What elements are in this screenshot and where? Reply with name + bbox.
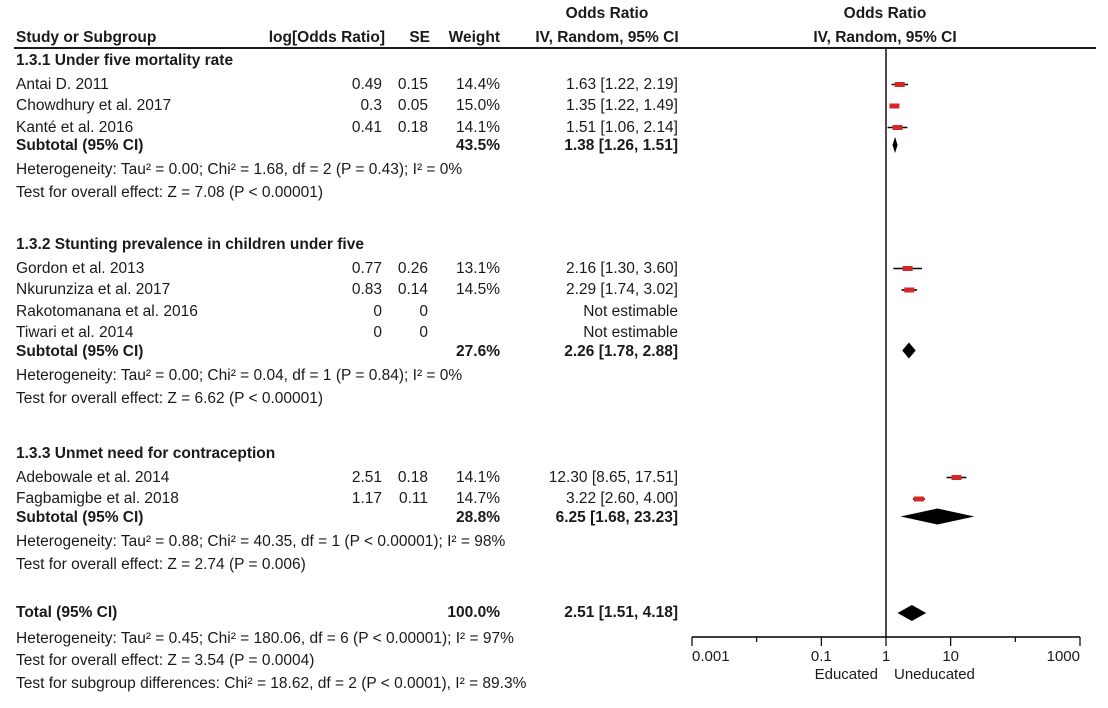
- study-ci: Not estimable: [583, 302, 678, 320]
- plot-header-method: IV, Random, 95% CI: [813, 29, 957, 46]
- header-or-method: IV, Random, 95% CI: [535, 29, 679, 46]
- study-2-1-square: [913, 496, 924, 502]
- study-weight: 14.7%: [456, 490, 500, 507]
- study-weight: 13.1%: [456, 259, 500, 277]
- subtotal-ci: 1.38 [1.26, 1.51]: [564, 137, 678, 154]
- x-tick-label: 0.001: [692, 648, 730, 665]
- study-name: Nkurunziza et al. 2017: [16, 281, 171, 298]
- study-weight: 14.1%: [456, 118, 500, 136]
- x-tick-label: 1000: [1047, 648, 1080, 665]
- study-se: 0: [419, 324, 428, 341]
- study-logor: 1.17: [351, 490, 382, 507]
- study-se: 0.26: [397, 259, 428, 277]
- subtotal-label: Subtotal (95% CI): [16, 137, 144, 154]
- study-se: 0.18: [397, 468, 428, 486]
- study-ci: 2.16 [1.30, 3.60]: [565, 259, 678, 277]
- study-name: Antai D. 2011: [16, 75, 109, 93]
- subtotal-weight: 27.6%: [456, 342, 500, 360]
- study-se: 0.14: [397, 281, 428, 298]
- header-rule: [14, 47, 1096, 49]
- study-logor: 2.51: [351, 468, 382, 486]
- overall-effect-text: Test for overall effect: Z = 7.08 (P < 0…: [16, 184, 324, 201]
- plot-header-title: Odds Ratio: [843, 5, 927, 22]
- subgroup-differences-text: Test for subgroup differences: Chi² = 18…: [16, 675, 527, 692]
- study-se: 0.05: [397, 97, 428, 114]
- study-2-0-square: [951, 475, 962, 480]
- study-logor: 0.3: [360, 97, 382, 114]
- header-se: SE: [409, 29, 430, 46]
- total-ci: 2.51 [1.51, 4.18]: [564, 604, 678, 621]
- header-weight: Weight: [448, 29, 500, 46]
- study-name: Gordon et al. 2013: [16, 259, 145, 277]
- header-study: Study or Subgroup: [16, 29, 157, 46]
- study-logor: 0: [373, 302, 382, 320]
- study-logor: 0: [373, 324, 382, 341]
- x-tick-label: 0.1: [811, 648, 832, 665]
- total-heterogeneity-text: Heterogeneity: Tau² = 0.45; Chi² = 180.0…: [16, 630, 514, 647]
- subtotal-label: Subtotal (95% CI): [16, 508, 144, 526]
- heterogeneity-text: Heterogeneity: Tau² = 0.00; Chi² = 1.68,…: [16, 161, 463, 178]
- overall-effect-text: Test for overall effect: Z = 6.62 (P < 0…: [16, 389, 324, 407]
- subtotal-weight: 28.8%: [456, 508, 500, 526]
- study-logor: 0.77: [351, 259, 382, 277]
- study-se: 0.15: [397, 75, 428, 93]
- study-ci: 12.30 [8.65, 17.51]: [548, 468, 678, 486]
- study-weight: 14.5%: [456, 281, 500, 298]
- study-1-0-square: [902, 266, 913, 271]
- subtotal-ci: 6.25 [1.68, 23.23]: [555, 508, 678, 526]
- study-logor: 0.41: [351, 118, 382, 136]
- study-name: Kanté et al. 2016: [16, 118, 134, 136]
- total-overall-effect-text: Test for overall effect: Z = 3.54 (P = 0…: [16, 652, 315, 669]
- heterogeneity-text: Heterogeneity: Tau² = 0.88; Chi² = 40.35…: [16, 532, 506, 550]
- study-name: Fagbamigbe et al. 2018: [16, 490, 179, 507]
- study-0-0-square: [894, 82, 905, 87]
- study-ci: 3.22 [2.60, 4.00]: [565, 490, 678, 507]
- study-weight: 14.4%: [456, 75, 500, 93]
- study-se: 0.18: [397, 118, 428, 136]
- study-ci: Not estimable: [583, 324, 678, 341]
- total-weight: 100.0%: [447, 604, 500, 621]
- subtotal-weight: 43.5%: [456, 137, 500, 154]
- subtotal-0-diamond: [892, 137, 898, 153]
- study-ci: 1.63 [1.22, 2.19]: [565, 75, 678, 93]
- subtotal-1-diamond: [902, 342, 916, 359]
- study-ci: 1.51 [1.06, 2.14]: [565, 118, 678, 136]
- group-title: 1.3.3 Unmet need for contraception: [16, 445, 276, 462]
- header-logor: log[Odds Ratio]: [268, 29, 385, 46]
- total-label: Total (95% CI): [16, 604, 118, 621]
- study-ci: 1.35 [1.22, 1.49]: [565, 97, 678, 114]
- subtotal-2-diamond: [900, 508, 975, 525]
- study-name: Chowdhury et al. 2017: [16, 97, 172, 114]
- study-1-1-square: [904, 287, 915, 293]
- group-title: 1.3.2 Stunting prevalence in children un…: [16, 236, 364, 253]
- study-name: Rakotomanana et al. 2016: [16, 302, 198, 320]
- study-name: Tiwari et al. 2014: [16, 324, 134, 341]
- favours-left-label: Educated: [815, 666, 878, 683]
- total-diamond: [897, 605, 927, 621]
- favours-right-label: Uneducated: [894, 666, 975, 683]
- overall-effect-text: Test for overall effect: Z = 2.74 (P = 0…: [16, 555, 306, 573]
- study-logor: 0.49: [351, 75, 382, 93]
- subtotal-ci: 2.26 [1.78, 2.88]: [564, 342, 678, 360]
- study-weight: 14.1%: [456, 468, 500, 486]
- study-name: Adebowale et al. 2014: [16, 468, 170, 486]
- study-0-1-square: [889, 103, 900, 109]
- study-ci: 2.29 [1.74, 3.02]: [565, 281, 678, 298]
- study-logor: 0.83: [351, 281, 382, 298]
- group-title: 1.3.1 Under five mortality rate: [16, 52, 234, 69]
- subtotal-label: Subtotal (95% CI): [16, 342, 144, 360]
- x-tick-label: 1: [882, 648, 890, 665]
- study-se: 0.11: [398, 490, 428, 507]
- study-weight: 15.0%: [456, 97, 500, 114]
- study-se: 0: [419, 302, 428, 320]
- header-or-title: Odds Ratio: [565, 5, 649, 22]
- heterogeneity-text: Heterogeneity: Tau² = 0.00; Chi² = 0.04,…: [16, 366, 463, 384]
- study-0-2-square: [892, 125, 903, 130]
- x-tick-label: 10: [942, 648, 959, 665]
